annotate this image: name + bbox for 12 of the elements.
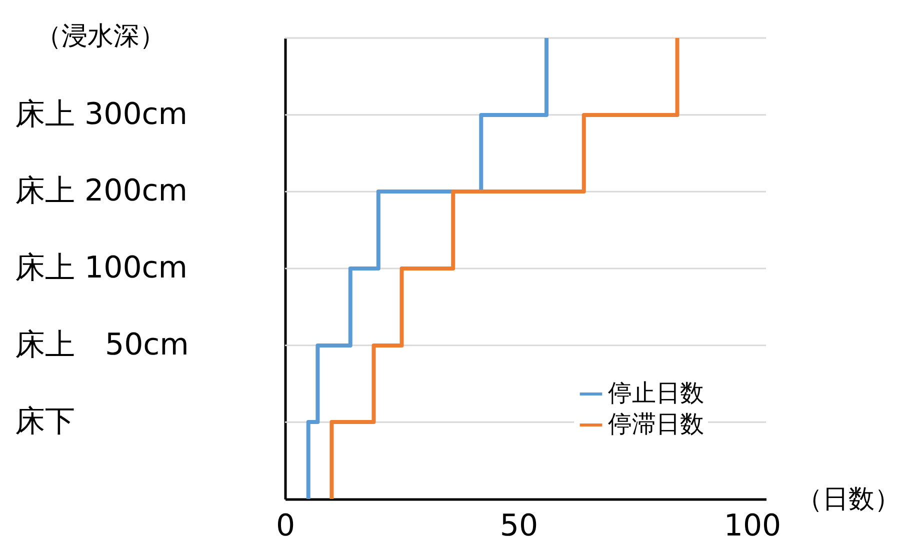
text: 床下 [15, 404, 75, 440]
y-axis-title: （浸水深） [36, 22, 166, 52]
legend-label: 停滞日数 [608, 410, 704, 438]
x-tick-label: 50 [500, 508, 538, 544]
text: 床上 50cm [15, 327, 189, 362]
legend-label: 停止日数 [608, 379, 704, 407]
text: 床上 200cm [15, 174, 188, 209]
text: 床上 100cm [15, 250, 188, 286]
x-tick-label: 0 [276, 508, 296, 544]
text: 床上 300cm [15, 96, 188, 132]
x-axis-title: （日数） [796, 484, 900, 514]
x-tick-label: 100 [724, 508, 782, 544]
